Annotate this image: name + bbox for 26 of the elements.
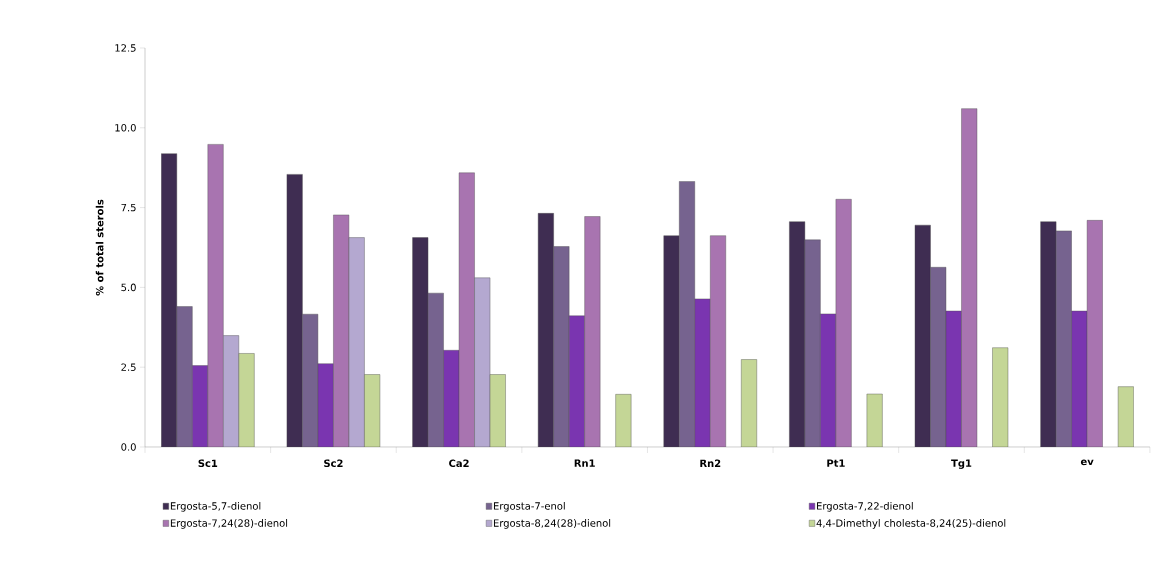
x-tick-label: Sc2 [324, 459, 343, 468]
bar [741, 359, 757, 447]
y-tick-label: 2.5 [121, 363, 136, 371]
legend-label: Ergosta-7-enol [493, 502, 565, 512]
y-tick-label: 0.0 [121, 443, 136, 451]
x-tick-label: Tg1 [951, 459, 972, 469]
x-tick-label: ev [1080, 459, 1094, 466]
x-tick-label: Rn2 [700, 459, 721, 467]
bar [1117, 386, 1134, 447]
x-tick-label: Pt1 [827, 459, 845, 467]
bar [866, 393, 883, 447]
y-tick-label: 7.5 [121, 203, 136, 212]
legend-label: Ergosta-8,24(28)-dienol [493, 519, 611, 529]
y-tick-label: 5.0 [121, 283, 136, 292]
legend-label: Ergosta-5,7-dienol [170, 502, 261, 512]
legend-label: Ergosta-7,22-dienol [817, 502, 913, 512]
bar [992, 347, 1009, 447]
legend-label: Ergosta-7,24(28)-dienol [170, 519, 288, 529]
x-tick-label: Rn1 [574, 459, 595, 467]
x-tick-label: Sc1 [198, 459, 218, 468]
bar [615, 394, 632, 447]
legend-label: 4,4-Dimethyl cholesta-8,24(25)-dienol [816, 519, 1006, 529]
y-tick-label: 10.0 [115, 124, 136, 132]
x-tick-label: Ca2 [449, 459, 469, 468]
y-tick-label: 12.5 [115, 44, 136, 52]
y-axis-title: % of total sterols [95, 199, 104, 296]
